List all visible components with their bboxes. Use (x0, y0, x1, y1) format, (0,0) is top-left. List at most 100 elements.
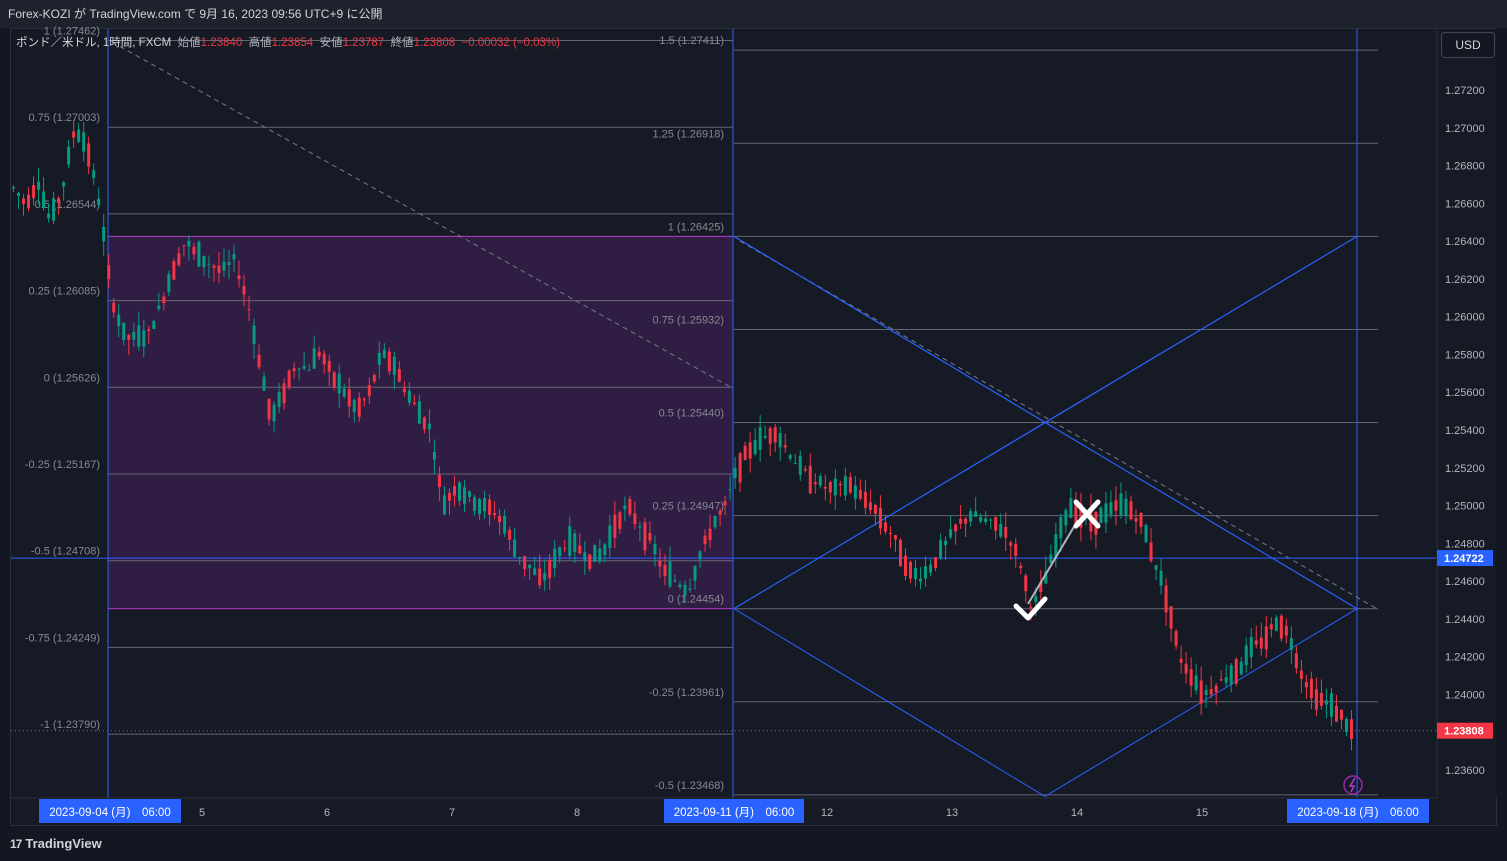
price-axis-tick: 1.26600 (1445, 198, 1485, 210)
candle-body (47, 213, 51, 219)
time-axis-tick: 13 (946, 807, 958, 819)
price-axis-tick: 1.25800 (1445, 349, 1485, 361)
candle-body (232, 254, 236, 260)
fib-left-level-label: -0.25 (1.25167) (25, 459, 100, 471)
x-mark-icon[interactable] (1073, 499, 1101, 529)
lightning-icon[interactable] (1343, 775, 1363, 795)
time-axis-tick: 5 (199, 807, 205, 819)
candle-body (337, 373, 341, 394)
price-axis[interactable] (1437, 29, 1497, 798)
candle-body (97, 198, 101, 206)
candle-body (1114, 500, 1118, 511)
candle-body (598, 548, 602, 562)
candle-body (1269, 624, 1273, 630)
candle-body (382, 349, 386, 358)
candle-body (969, 511, 973, 522)
candle-body (202, 255, 206, 268)
candle-body (32, 185, 36, 199)
candle-body (197, 241, 201, 267)
candle-body (818, 476, 822, 486)
candle-body (352, 400, 356, 412)
tradingview-logo[interactable]: 17 TradingView (10, 836, 102, 851)
price-axis-tick: 1.26800 (1445, 161, 1485, 173)
price-axis-tick: 1.25400 (1445, 425, 1485, 437)
candle-body (833, 478, 837, 496)
close-value: 1.23808 (413, 37, 456, 49)
candle-body (939, 540, 943, 558)
candle-body (1274, 617, 1278, 631)
candle-body (673, 580, 677, 582)
candle-body (412, 402, 416, 405)
tradingview-logo-text: TradingView (25, 836, 102, 851)
candle-body (868, 502, 872, 511)
candle-body (823, 486, 827, 489)
candle-body (1044, 571, 1048, 584)
fib-right-level-label: -0.25 (1.23961) (649, 687, 724, 699)
candle-body (122, 322, 126, 341)
check-mark-icon[interactable] (1013, 596, 1048, 621)
time-axis-tick: 7 (449, 807, 455, 819)
candle-body (748, 442, 752, 459)
dashed-trend-line[interactable] (111, 41, 734, 389)
candle-body (989, 519, 993, 521)
open-value: 1.23840 (200, 37, 243, 49)
symbol-name[interactable]: ポンド／米ドル, 1時間, FXCM (16, 37, 172, 49)
time-axis-tick: 8 (574, 807, 580, 819)
price-axis-tick: 1.26200 (1445, 274, 1485, 286)
candle-body (994, 517, 998, 531)
candle-body (934, 557, 938, 569)
candle-body (959, 518, 963, 524)
candle-body (1239, 661, 1243, 675)
candle-body (743, 445, 747, 460)
candle-body (137, 325, 141, 347)
candle-body (27, 194, 31, 209)
candle-body (488, 499, 492, 515)
candle-body (1149, 542, 1153, 561)
candle-body (778, 432, 782, 448)
candle-body (984, 518, 988, 522)
candle-body (1234, 659, 1238, 684)
annotation-arrow-line[interactable] (1027, 519, 1079, 605)
candle-body (543, 573, 547, 581)
candle-body (147, 329, 151, 332)
candle-body (317, 351, 321, 357)
candle-body (62, 182, 66, 187)
candle-body (1059, 517, 1063, 539)
candle-body (1119, 493, 1123, 516)
candle-body (102, 226, 106, 242)
candle-body (723, 501, 727, 506)
candle-body (678, 584, 682, 588)
candle-body (733, 467, 737, 479)
channel-line[interactable] (733, 235, 1358, 610)
candle-body (192, 246, 196, 255)
candle-body (888, 533, 892, 535)
candle-body (683, 584, 687, 596)
candle-body (297, 368, 301, 370)
candle-body (37, 181, 41, 190)
price-axis-tick: 1.24400 (1445, 614, 1485, 626)
currency-button[interactable]: USD (1441, 32, 1495, 58)
fib-right-level-label: 1.5 (1.27411) (659, 35, 724, 47)
candle-body (1244, 645, 1248, 666)
time-axis-highlight: 2023-09-04 (月) 06:00 (49, 807, 170, 819)
channel-line[interactable] (733, 608, 1046, 797)
candle-body (468, 491, 472, 497)
candle-body (57, 198, 61, 203)
footer-bar: 17 TradingView (0, 826, 1507, 861)
candle-body (42, 191, 46, 208)
dashed-trend-line[interactable] (739, 240, 1379, 610)
candle-body (518, 556, 522, 559)
candle-body (788, 455, 792, 459)
candle-body (107, 265, 111, 280)
candle-body (92, 170, 96, 179)
candle-body (282, 383, 286, 404)
candle-body (828, 482, 832, 493)
time-axis-tick: 15 (1196, 807, 1208, 819)
candle-body (878, 507, 882, 529)
candle-body (1169, 606, 1173, 629)
candle-body (162, 296, 166, 304)
candle-body (643, 522, 647, 551)
candle-body (307, 369, 311, 371)
candle-body (1154, 565, 1158, 570)
